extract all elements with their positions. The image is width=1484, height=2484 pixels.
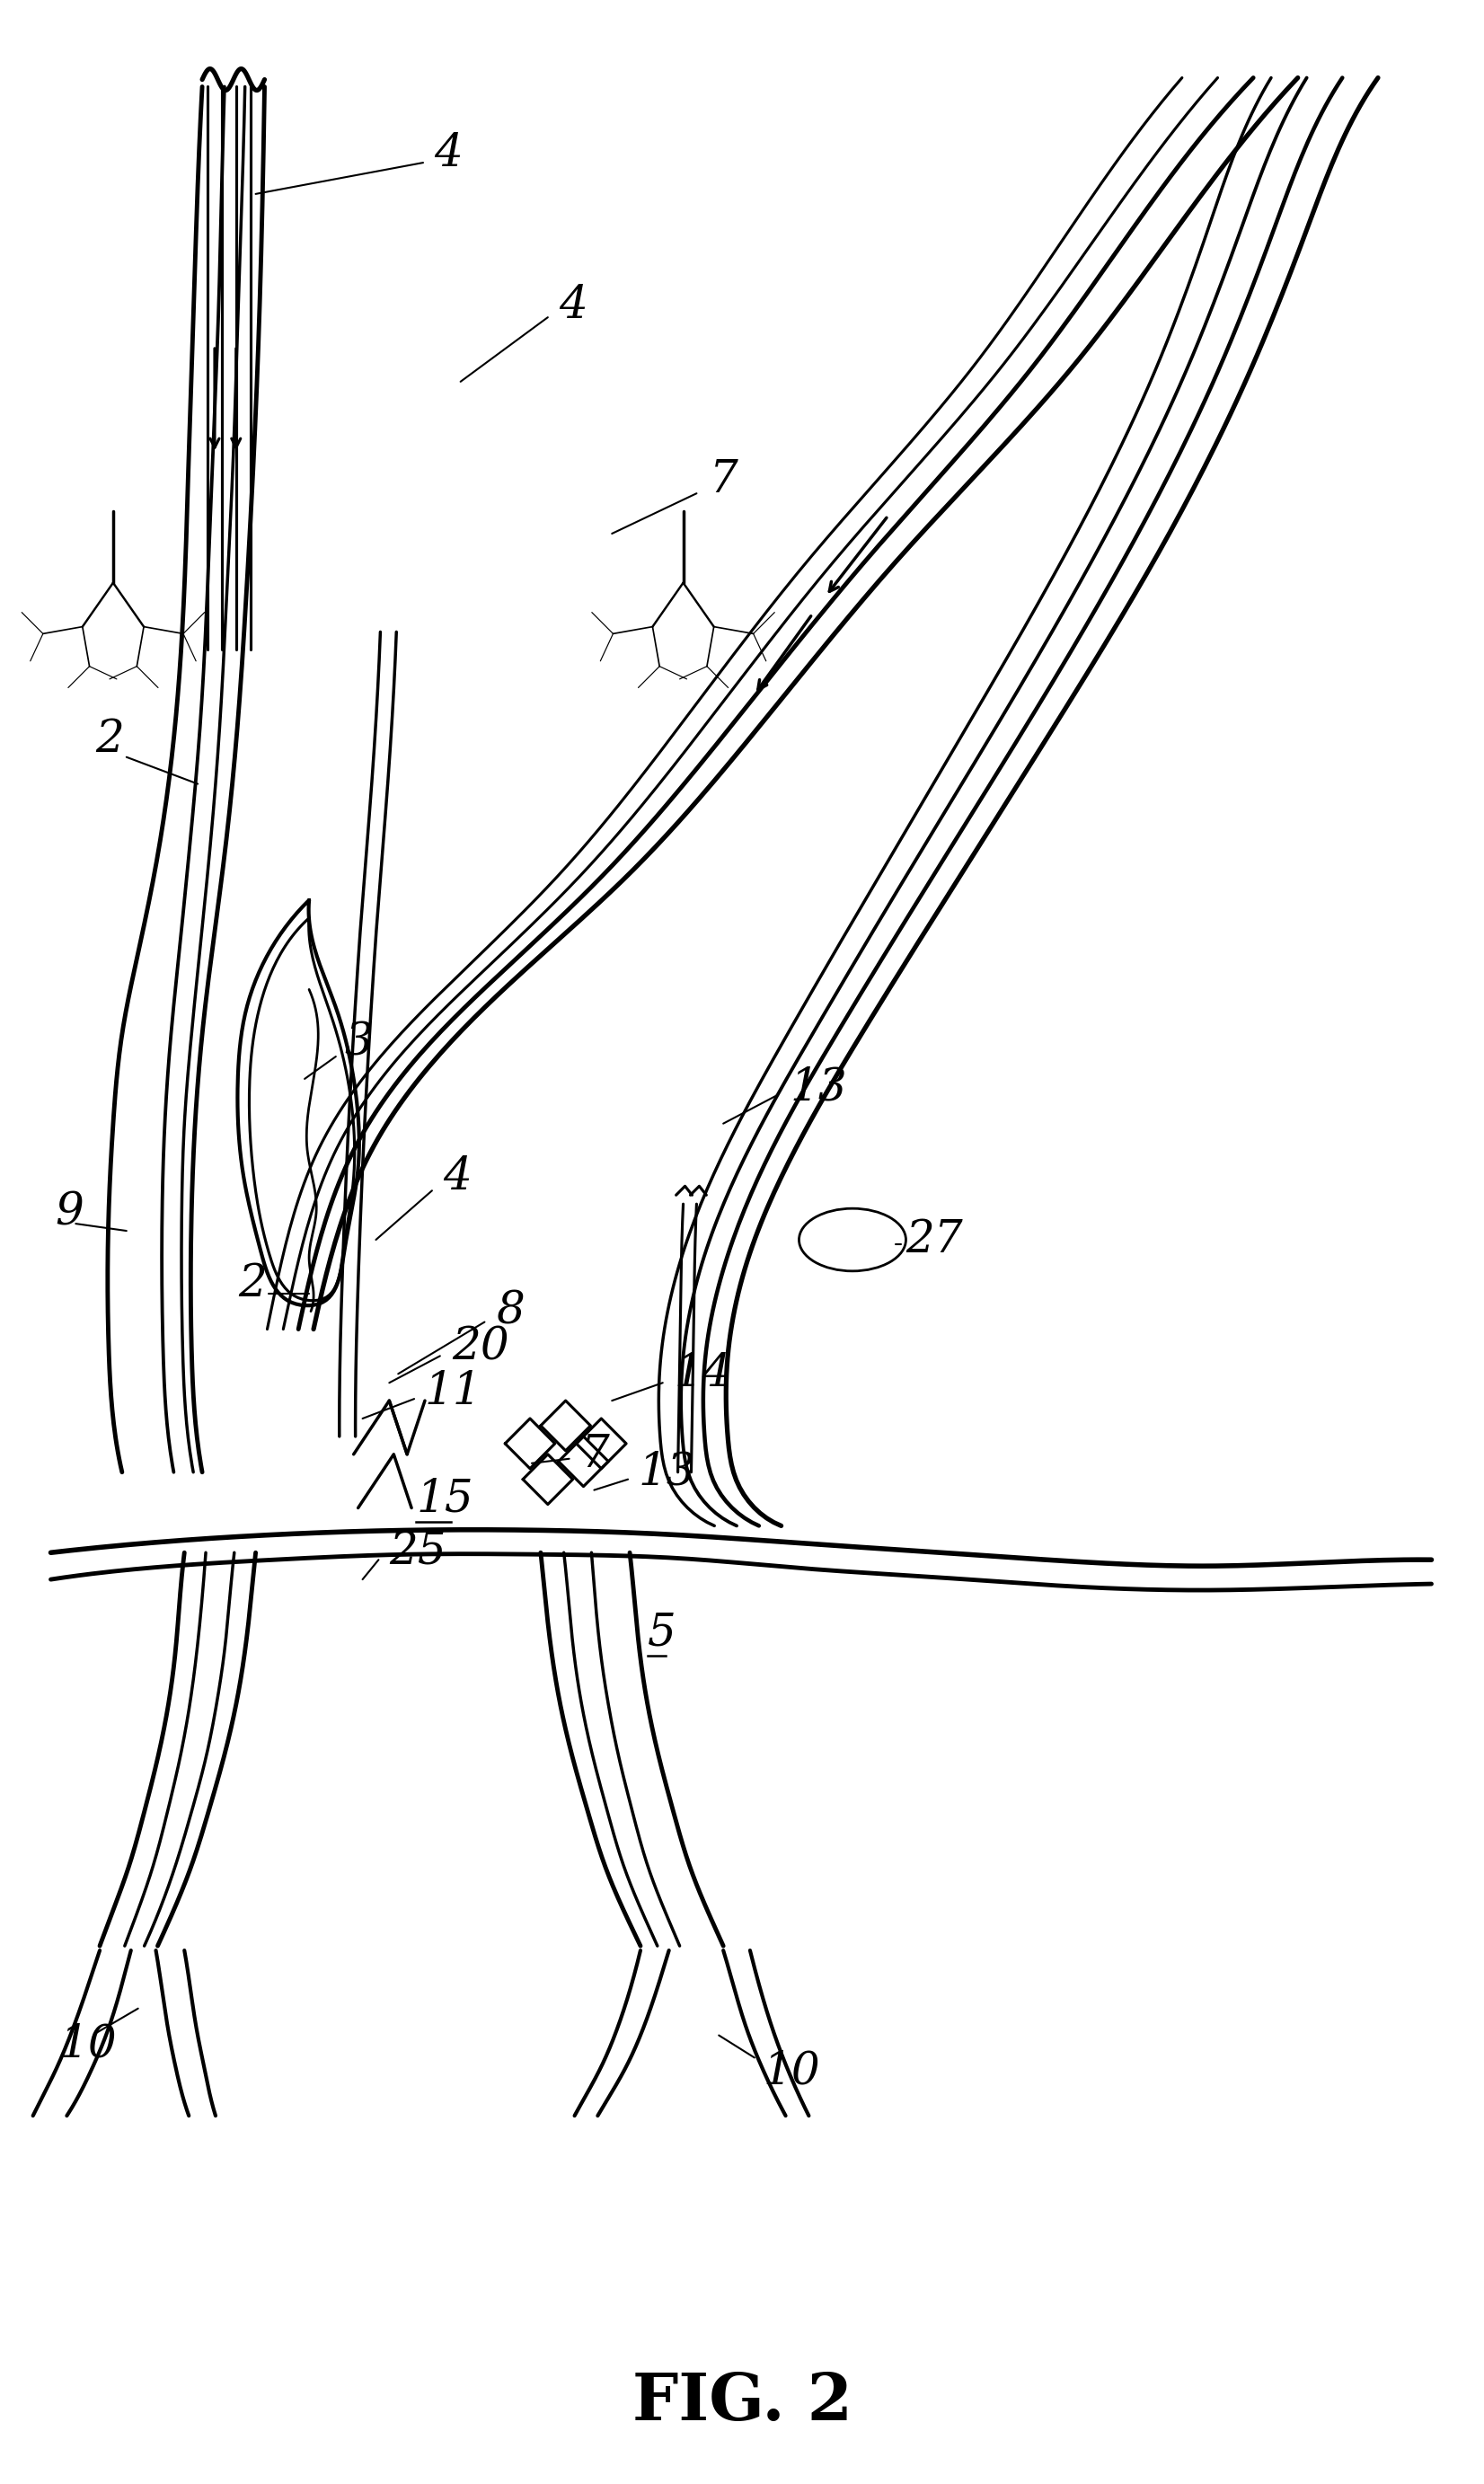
Text: 7: 7	[709, 457, 739, 502]
Text: 13: 13	[789, 1066, 847, 1110]
Text: 2: 2	[95, 718, 125, 763]
Text: 9: 9	[55, 1190, 85, 1235]
Text: 20: 20	[451, 1324, 509, 1369]
Text: 10: 10	[59, 2022, 117, 2067]
Text: 2: 2	[237, 1262, 267, 1307]
Text: 11: 11	[424, 1369, 482, 1413]
Text: 14: 14	[674, 1351, 732, 1396]
Text: 4: 4	[433, 132, 463, 176]
Text: 5: 5	[647, 1610, 677, 1654]
Text: 3: 3	[344, 1021, 374, 1066]
Text: 10: 10	[763, 2049, 821, 2094]
Text: 7: 7	[580, 1433, 610, 1475]
Text: 4: 4	[558, 283, 588, 328]
Text: 13: 13	[638, 1451, 696, 1495]
Text: 25: 25	[389, 1530, 447, 1575]
Text: 4: 4	[442, 1155, 472, 1200]
Text: 15: 15	[416, 1478, 473, 1520]
Text: 8: 8	[496, 1289, 525, 1334]
Text: FIG. 2: FIG. 2	[632, 2370, 852, 2434]
Text: 27: 27	[905, 1217, 963, 1262]
